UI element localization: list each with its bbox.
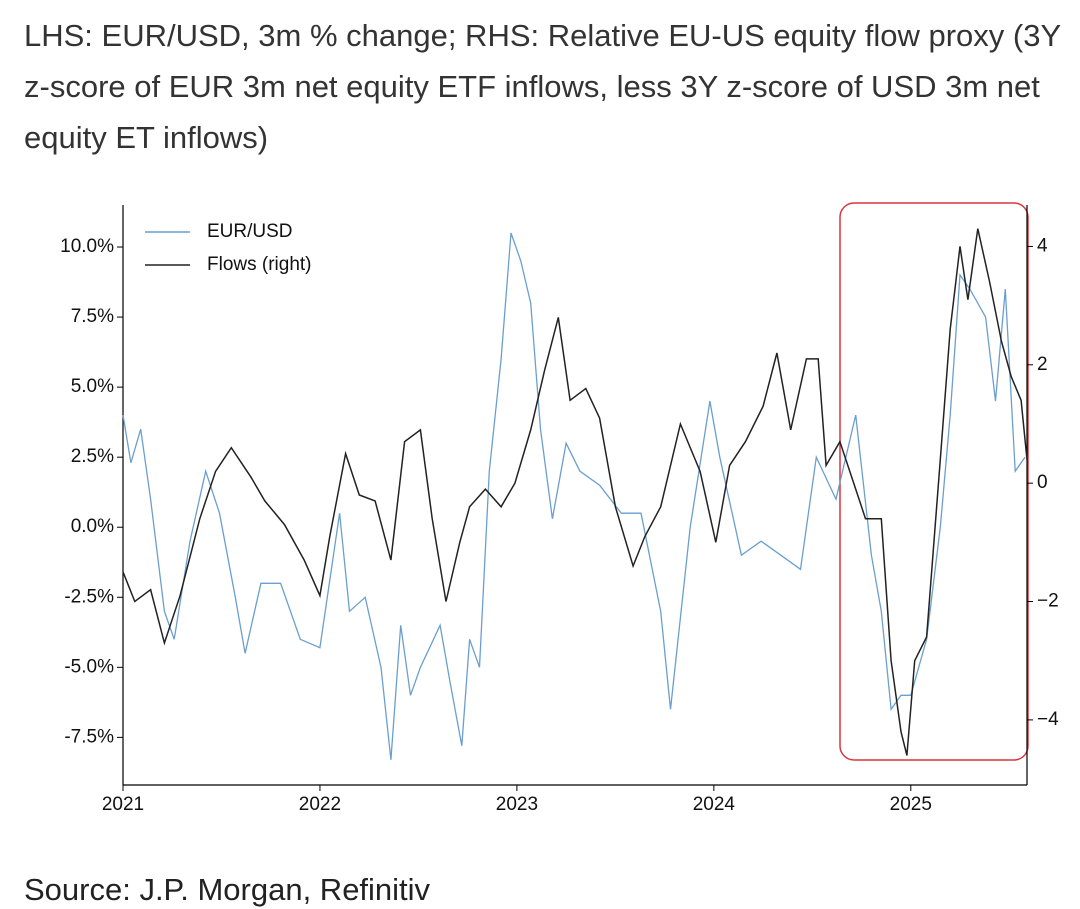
y-tick-label: -2.5% (64, 586, 114, 607)
y2-tick-label: 2 (1037, 354, 1048, 375)
y-tick-label: 7.5% (71, 306, 114, 327)
x-tick-label: 2024 (693, 794, 736, 815)
chart-title: LHS: EUR/USD, 3m % change; RHS: Relative… (24, 18, 1061, 155)
series-line (122, 232, 1026, 760)
y-tick-label: 5.0% (71, 376, 114, 397)
series-line (122, 228, 1028, 756)
source-note: Source: J.P. Morgan, Refinitiv (24, 872, 431, 907)
y2-tick-label: −2 (1037, 591, 1059, 612)
x-tick-label: 2023 (496, 794, 538, 815)
legend-label: Flows (right) (207, 254, 312, 275)
x-tick-label: 2021 (102, 794, 144, 815)
y2-tick-label: 0 (1037, 472, 1048, 493)
y2-tick-label: −4 (1037, 709, 1059, 730)
y-tick-label: 0.0% (71, 516, 114, 537)
y-tick-label: -5.0% (64, 656, 114, 677)
x-tick-label: 2022 (299, 794, 341, 815)
y-tick-label: 2.5% (71, 446, 114, 467)
y-tick-label: 10.0% (60, 236, 114, 257)
legend-label: EUR/USD (207, 221, 293, 242)
x-tick-label: 2025 (890, 794, 932, 815)
y2-tick-label: 4 (1037, 235, 1048, 256)
highlight-box (839, 202, 1029, 761)
y-tick-label: -7.5% (64, 726, 114, 747)
